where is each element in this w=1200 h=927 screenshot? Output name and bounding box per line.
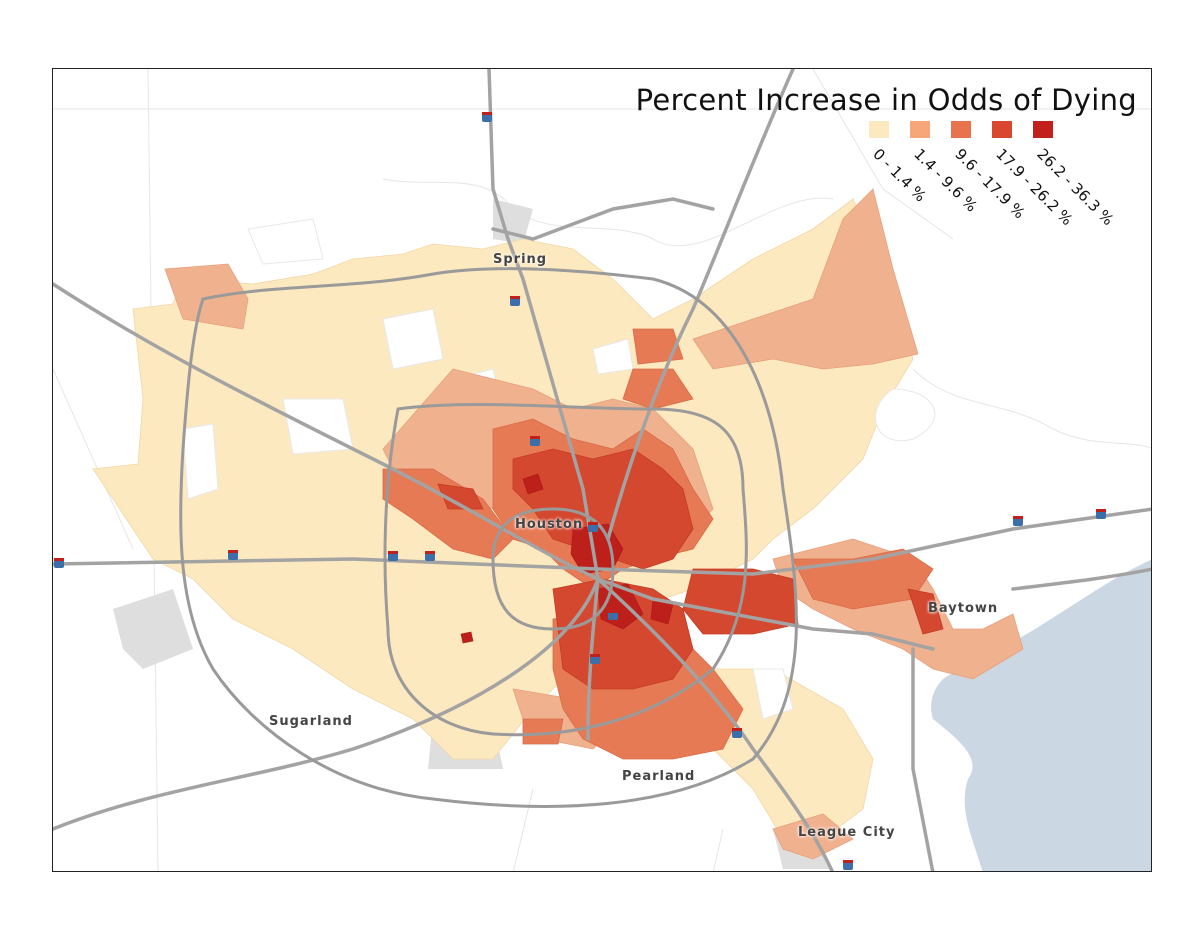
legend-swatch-1 bbox=[910, 121, 930, 138]
city-label-spring: Spring bbox=[493, 252, 548, 267]
beltway-loops bbox=[179, 267, 798, 808]
galveston-bay-water bbox=[931, 559, 1151, 871]
city-label-baytown: Baytown bbox=[928, 601, 999, 616]
legend-swatch-4 bbox=[1033, 121, 1053, 138]
bay-inlet-water bbox=[980, 714, 1014, 765]
city-label-league-city: League City bbox=[798, 825, 896, 840]
legend-swatch-3 bbox=[992, 121, 1012, 138]
highways bbox=[53, 69, 1151, 871]
city-label-sugarland: Sugarland bbox=[269, 714, 353, 729]
city-label-houston: Houston bbox=[515, 517, 584, 532]
class-3-tracts bbox=[437, 448, 944, 690]
choropleth-map bbox=[53, 69, 1151, 871]
legend-swatch-2 bbox=[951, 121, 971, 138]
map-frame: Percent Increase in Odds of Dying 0 - 1.… bbox=[52, 68, 1152, 872]
admin-boundaries bbox=[53, 69, 1151, 871]
legend-swatch-0 bbox=[869, 121, 889, 138]
interstate-shields bbox=[54, 112, 1106, 870]
legend-title: Percent Increase in Odds of Dying bbox=[635, 83, 1137, 117]
city-label-pearland: Pearland bbox=[622, 769, 696, 784]
